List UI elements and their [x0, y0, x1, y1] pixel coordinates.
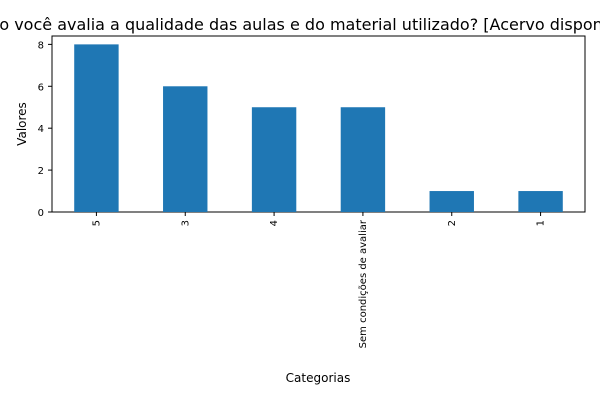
x-tick-label-1: 3: [180, 220, 191, 226]
bar-3: [340, 107, 386, 212]
x-tick-label-2: 4: [269, 220, 280, 226]
x-tick-label-5: 1: [536, 220, 547, 226]
x-axis-label: Categorias: [286, 371, 351, 385]
bar-0: [74, 44, 119, 212]
y-tick-label-0: 0: [38, 208, 44, 219]
y-tick-label-2: 4: [38, 124, 44, 135]
x-tick-label-3: Sem condições de avaliar: [358, 219, 369, 348]
bars-group: [74, 44, 563, 212]
y-tick-label-1: 2: [38, 166, 44, 177]
bar-2: [251, 107, 297, 212]
bar-1: [163, 86, 208, 212]
plot-area: [51, 35, 586, 213]
y-tick-label-3: 6: [38, 82, 44, 93]
y-axis-label: Valores: [15, 102, 29, 146]
x-tick-label-0: 5: [91, 220, 102, 226]
chart-title: Como você avalia a qualidade das aulas e…: [0, 15, 600, 34]
y-axis-ticks: 0 2 4 6 8: [38, 40, 52, 219]
bar-4: [429, 191, 474, 212]
y-tick-label-4: 8: [38, 40, 44, 51]
x-axis-ticks: 5 3 4 Sem condições de avaliar 2 1: [91, 212, 547, 348]
x-tick-label-4: 2: [447, 220, 458, 226]
bar-5: [518, 191, 563, 212]
